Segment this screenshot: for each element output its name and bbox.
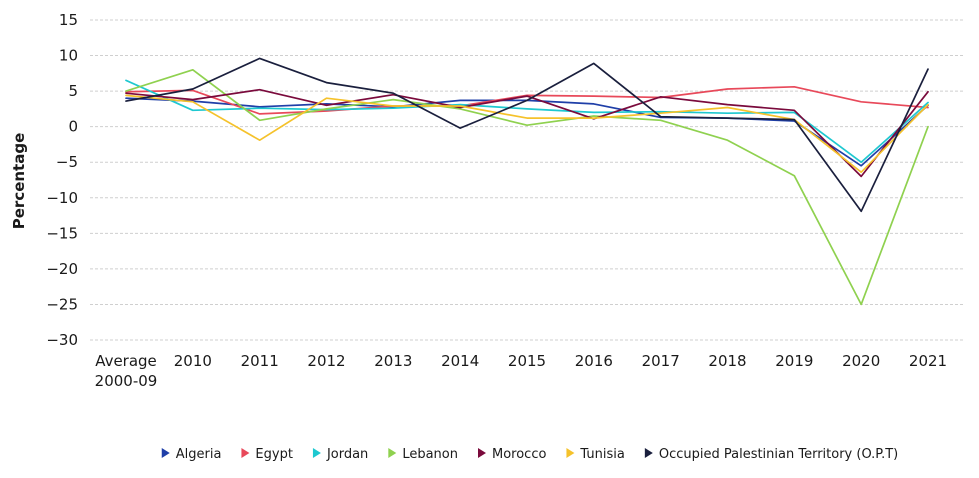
legend-item: Tunisia <box>566 447 625 462</box>
legend-item: Lebanon <box>388 447 458 462</box>
series-line-morocco <box>125 88 929 178</box>
x-tick-label: 2021 <box>909 352 947 370</box>
x-tick-label: 2020 <box>842 352 880 370</box>
x-tick-label: 2017 <box>642 352 680 370</box>
series-line-tunisia <box>125 94 929 174</box>
legend-marker-icon <box>241 448 250 458</box>
x-tick-label: 2019 <box>775 352 813 370</box>
x-tick-label: 2016 <box>575 352 613 370</box>
legend-label: Tunisia <box>579 447 624 462</box>
legend-item: Occupied Palestinian Territory (O.P.T) <box>644 447 898 462</box>
legend-label: Egypt <box>255 447 293 462</box>
legend-marker-icon <box>477 448 486 458</box>
series-lines <box>125 57 929 306</box>
legend-marker-icon <box>312 448 321 458</box>
legend: Algeria Egypt Jordan Lebanon Morocco Tunisia O… <box>161 447 898 462</box>
x-tick-label: 2014 <box>441 352 479 370</box>
legend-label: Morocco <box>492 447 546 462</box>
y-tick-label: −5 <box>56 153 78 171</box>
x-tick-label: 2010 <box>174 352 212 370</box>
y-tick-label: −30 <box>46 331 78 349</box>
y-tick-label: −10 <box>46 189 78 207</box>
y-tick-label: −15 <box>46 224 78 242</box>
legend-label: Occupied Palestinian Territory (O.P.T) <box>659 447 898 462</box>
legend-marker-icon <box>644 448 653 458</box>
y-tick-label: 15 <box>59 11 78 29</box>
legend-marker-icon <box>388 448 397 458</box>
x-tick-label: Average 2000-09 <box>95 352 158 390</box>
x-tick-label: 2012 <box>307 352 345 370</box>
y-axis-label: Percentage <box>10 133 28 230</box>
legend-item: Egypt <box>241 447 293 462</box>
x-axis-ticks: Average 2000-09 2010 2011 2012 2013 2014 2015 20… <box>95 352 947 390</box>
y-tick-label: 10 <box>59 47 78 65</box>
x-tick-label: 2015 <box>508 352 546 370</box>
series-line-jordan <box>125 79 929 164</box>
series-line-lebanon <box>125 68 929 306</box>
y-tick-label: −25 <box>46 295 78 313</box>
legend-marker-icon <box>566 448 575 458</box>
legend-label: Algeria <box>176 447 222 462</box>
y-tick-label: 0 <box>68 118 78 136</box>
y-tick-label: 5 <box>68 82 78 100</box>
legend-marker-icon <box>161 448 170 458</box>
series-line-occupied-palestinian-territory-o-p-t <box>125 57 929 213</box>
legend-label: Lebanon <box>402 447 458 462</box>
y-axis-ticks: 15 10 5 0 −5 −10 −15 −20 −25 −30 <box>46 11 78 349</box>
legend-item: Jordan <box>312 447 368 462</box>
legend-item: Morocco <box>477 447 546 462</box>
x-tick-label: 2013 <box>374 352 412 370</box>
legend-item: Algeria <box>161 447 222 462</box>
y-tick-label: −20 <box>46 260 78 278</box>
x-tick-label: 2011 <box>241 352 279 370</box>
legend-label: Jordan <box>326 447 368 462</box>
x-tick-label: 2018 <box>708 352 746 370</box>
grid <box>90 19 965 341</box>
